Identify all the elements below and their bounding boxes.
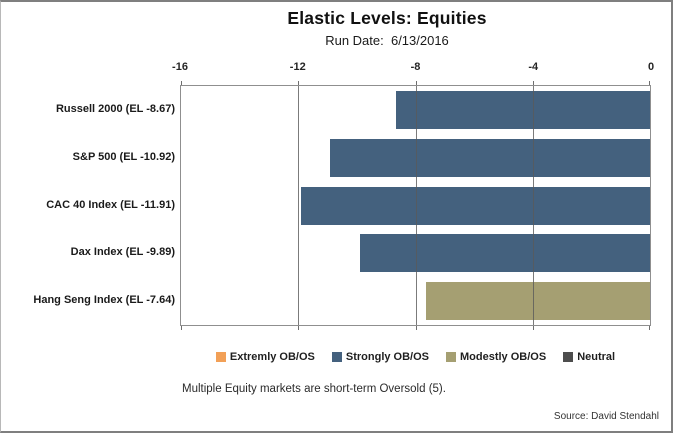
gridline [297, 86, 299, 325]
category-label: CAC 40 Index (EL -11.91) [46, 198, 175, 211]
plot-area [180, 81, 651, 330]
legend-swatch [215, 352, 226, 362]
x-tick-label: -12 [289, 61, 306, 73]
tick-mark [533, 81, 535, 85]
x-tick-label: 0 [647, 61, 655, 73]
tick-mark [181, 81, 182, 85]
bar [426, 282, 650, 321]
tick-mark [533, 326, 535, 330]
legend-item: Extremly OB/OS [215, 351, 315, 363]
legend-label: Strongly OB/OS [345, 351, 429, 363]
tick-mark [181, 326, 182, 330]
run-date-subtitle: Run Date: 6/13/2016 [325, 33, 449, 48]
chart-title: Elastic Levels: Equities [287, 8, 487, 28]
source-label: Source: David Stendahl [553, 411, 659, 422]
legend-item: Neutral [563, 351, 615, 363]
category-label: S&P 500 (EL -10.92) [72, 150, 175, 163]
legend-swatch [446, 352, 456, 362]
category-label: Hang Seng Index (EL -7.64) [33, 294, 175, 307]
tick-mark [649, 326, 650, 330]
caption: Multiple Equity markets are short-term O… [182, 383, 446, 395]
gridline [415, 86, 417, 325]
tick-mark [649, 81, 650, 85]
legend: Extremly OB/OS Strongly OB/OS Modestly OB/… [180, 351, 651, 363]
gridline [533, 86, 535, 325]
legend-swatch [331, 352, 342, 362]
bar [301, 186, 650, 225]
tick-mark [297, 81, 299, 85]
bar [360, 234, 650, 273]
legend-item: Strongly OB/OS [331, 351, 429, 363]
tick-mark [297, 326, 299, 330]
legend-label: Neutral [577, 351, 616, 363]
bar [330, 138, 650, 177]
x-tick-label: -8 [410, 61, 421, 73]
x-tick-label: -16 [172, 61, 188, 73]
tick-mark [415, 81, 417, 85]
legend-label: Modestly OB/OS [460, 351, 547, 363]
legend-swatch [563, 352, 574, 362]
category-label: Russell 2000 (EL -8.67) [55, 102, 175, 115]
legend-label: Extremly OB/OS [229, 351, 315, 363]
tick-mark [415, 326, 417, 330]
title-block: Elastic Levels: Equities Run Date: 6/13/… [111, 8, 663, 48]
bar [396, 90, 650, 129]
x-tick-label: -4 [528, 61, 539, 73]
legend-item: Modestly OB/OS [446, 351, 546, 363]
category-label: Dax Index (EL -9.89) [70, 246, 175, 259]
